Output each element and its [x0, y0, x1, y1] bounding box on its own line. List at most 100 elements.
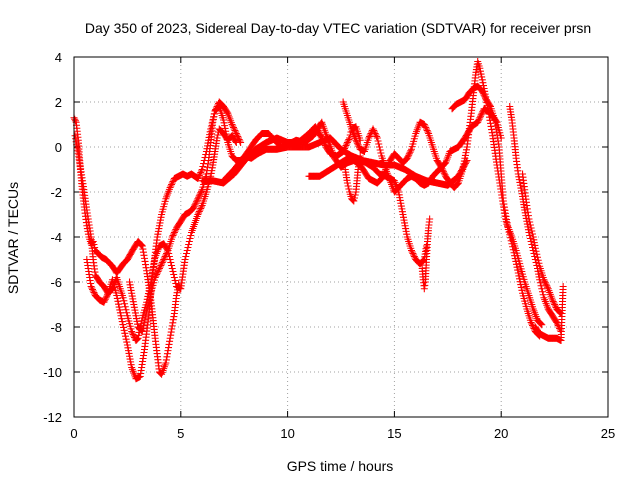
data-point-marker: [168, 233, 176, 241]
x-tick-label: 15: [387, 426, 401, 441]
data-point-marker: [185, 241, 193, 248]
axis-ticks: 0 5 10 15 20 25 -12 -10 -8 -6 -4 -2 0 2 4: [43, 50, 615, 441]
data-point-marker: [215, 103, 223, 111]
data-point-marker: [477, 70, 485, 78]
data-point-marker: [474, 117, 482, 125]
data-point-marker: [371, 130, 379, 137]
data-point-marker: [172, 280, 180, 287]
data-point-marker: [118, 315, 126, 323]
data-point-marker: [197, 189, 205, 197]
series-13: [519, 170, 565, 317]
data-point-marker: [419, 257, 427, 265]
data-point-marker: [486, 101, 494, 109]
data-point-marker: [440, 169, 448, 177]
data-point-marker: [160, 254, 168, 262]
data-point-marker: [478, 73, 486, 81]
data-point-marker: [185, 238, 193, 245]
data-point-marker: [118, 318, 126, 326]
data-point-marker: [213, 134, 221, 142]
data-point-marker: [340, 146, 348, 154]
data-point-marker: [192, 199, 200, 207]
data-point-marker: [405, 150, 413, 158]
plot-frame: [73, 56, 609, 418]
data-point-marker: [229, 124, 237, 131]
data-point-marker: [184, 244, 192, 251]
data-point-marker: [171, 227, 179, 235]
data-point-marker: [168, 265, 176, 272]
data-point-marker: [228, 121, 236, 128]
data-point-marker: [113, 294, 121, 302]
data-point-marker: [350, 197, 358, 205]
x-tick-label: 5: [177, 426, 184, 441]
data-point-marker: [122, 335, 130, 343]
data-points: [70, 58, 567, 383]
data-point-marker: [556, 326, 564, 334]
data-point-marker: [195, 209, 203, 217]
data-point-marker: [365, 133, 373, 140]
data-point-marker: [539, 291, 547, 299]
data-point-marker: [541, 277, 549, 285]
data-point-marker: [87, 283, 95, 290]
data-point-marker: [407, 147, 415, 155]
data-point-marker: [426, 215, 434, 223]
data-point-marker: [536, 319, 544, 327]
data-point-marker: [514, 266, 522, 274]
data-point-marker: [71, 115, 79, 123]
data-point-marker: [156, 263, 164, 271]
data-point-marker: [372, 131, 380, 139]
data-point-marker: [341, 143, 349, 151]
data-point-marker: [140, 319, 148, 327]
data-point-marker: [437, 163, 445, 171]
data-point-marker: [532, 247, 540, 255]
data-point-marker: [117, 312, 125, 320]
data-point-marker: [542, 280, 550, 288]
data-point-marker: [474, 118, 482, 126]
data-point-marker: [353, 138, 361, 146]
data-point-marker: [115, 300, 123, 308]
data-point-marker: [475, 115, 483, 123]
chart-title: Day 350 of 2023, Sidereal Day-to-day VTE…: [85, 20, 591, 36]
data-point-marker: [476, 64, 484, 72]
data-point-marker: [195, 173, 203, 181]
data-point-marker: [145, 295, 153, 303]
data-point-marker: [158, 259, 166, 266]
data-point-marker: [191, 201, 199, 209]
data-point-marker: [114, 297, 122, 305]
data-point-marker: [190, 204, 198, 212]
data-point-marker: [440, 168, 448, 176]
data-point-marker: [142, 310, 150, 318]
data-point-marker: [129, 331, 137, 338]
data-point-marker: [353, 139, 361, 147]
data-point-marker: [410, 251, 418, 259]
data-point-marker: [155, 265, 163, 272]
data-point-marker: [116, 306, 124, 314]
data-point-marker: [135, 331, 143, 339]
data-point-marker: [89, 286, 97, 293]
data-point-marker: [119, 294, 127, 302]
data-point-marker: [538, 288, 546, 296]
y-tick-label: 4: [55, 50, 62, 65]
data-point-marker: [193, 196, 201, 204]
data-point-marker: [154, 268, 162, 275]
data-point-marker: [198, 166, 206, 173]
series-8: [341, 152, 364, 205]
data-point-marker: [518, 286, 526, 294]
data-point-marker: [526, 218, 534, 226]
data-point-marker: [553, 320, 561, 328]
data-point-marker: [479, 88, 487, 96]
series-9: [418, 215, 434, 293]
data-point-marker: [134, 334, 142, 342]
data-point-marker: [370, 128, 378, 136]
data-point-marker: [548, 296, 556, 304]
x-tick-label: 20: [494, 426, 508, 441]
data-point-marker: [423, 127, 431, 134]
data-point-marker: [159, 257, 167, 265]
data-point-marker: [404, 153, 412, 161]
data-point-marker: [237, 139, 245, 146]
data-point-marker: [537, 320, 545, 328]
data-point-marker: [370, 127, 378, 134]
data-point-marker: [195, 208, 203, 215]
data-point-marker: [376, 146, 384, 154]
data-point-marker: [169, 232, 177, 239]
data-point-marker: [192, 198, 200, 206]
